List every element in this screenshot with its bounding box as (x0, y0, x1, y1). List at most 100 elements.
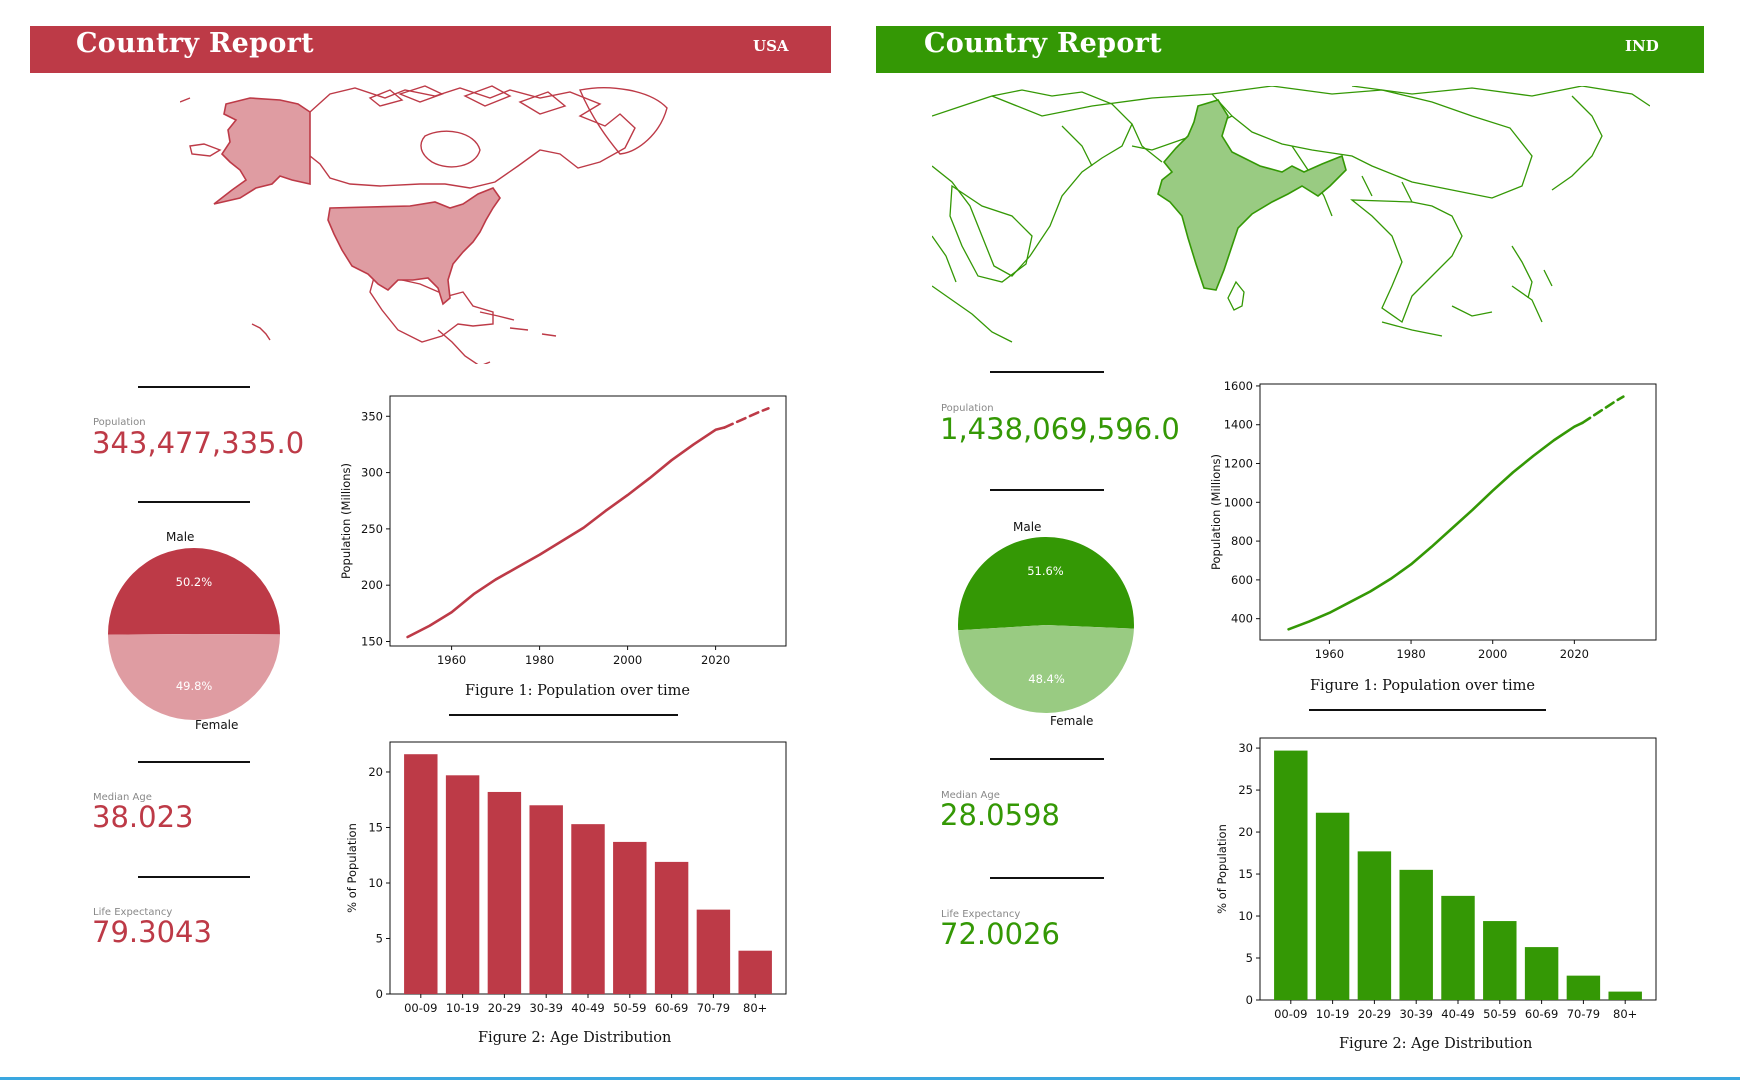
population-line (1287, 421, 1584, 631)
x-tick-label: 80+ (1613, 1007, 1637, 1021)
bar-60-69 (1524, 947, 1559, 1000)
philippines-outline (1511, 245, 1553, 299)
divider (990, 489, 1104, 491)
japan-outline (1551, 95, 1603, 191)
canada-outline (287, 87, 636, 189)
y-axis-label: % of Population (1215, 824, 1229, 914)
median-age-value: 28.0598 (940, 798, 1060, 832)
x-tick-label: 60-69 (1525, 1007, 1558, 1021)
x-tick-label: 2000 (1478, 647, 1507, 661)
bar-20-29 (1357, 851, 1392, 1000)
divider (449, 714, 678, 716)
pie-slice-male (107, 547, 280, 635)
x-tick-label: 1980 (1396, 647, 1425, 661)
projection-line (1581, 395, 1625, 425)
y-tick-label: 5 (1246, 951, 1253, 965)
bar-40-49 (1441, 895, 1475, 1000)
divider (990, 758, 1104, 760)
figure-caption-population: Figure 1: Population over time (1310, 678, 1535, 694)
pie-slice-female (958, 625, 1134, 714)
country-map (180, 85, 668, 364)
figure-caption-population: Figure 1: Population over time (465, 683, 690, 699)
bar-80+ (738, 950, 772, 994)
pie-slice-male (958, 537, 1134, 631)
median-age-value: 38.023 (92, 800, 194, 834)
age-distribution-bar-chart: 0 5 10 15 20 00-09 10-19 20-29 30-39 40-49 50-59 60… (345, 741, 787, 1015)
india-shape (1157, 99, 1347, 291)
country-report-ind: Country Report IND Population 1,438,069,… (870, 0, 1740, 1080)
population-value: 343,477,335.0 (92, 426, 305, 460)
pie-label-male: Male (166, 530, 195, 544)
arabia-outline (949, 184, 1033, 283)
africa-horn-outline (932, 235, 1013, 343)
russia-outline (1351, 86, 1650, 107)
bar-00-09 (404, 754, 438, 994)
y-tick-label: 400 (1231, 612, 1253, 626)
x-tick-label: 10-19 (1316, 1007, 1349, 1021)
y-tick-label: 25 (1238, 783, 1253, 797)
x-tick-label: 10-19 (446, 1001, 479, 1015)
y-tick-label: 1400 (1224, 418, 1253, 432)
y-tick-label: 300 (361, 466, 383, 480)
y-tick-label: 10 (368, 876, 383, 890)
bar-10-19 (445, 775, 480, 994)
x-tick-label: 00-09 (1274, 1007, 1307, 1021)
y-tick-label: 20 (368, 765, 383, 779)
y-tick-label: 250 (361, 522, 383, 536)
life-expectancy-value: 79.3043 (92, 915, 212, 949)
x-tick-label: 40-49 (1441, 1007, 1474, 1021)
median-age-label: Median Age (941, 790, 1000, 801)
country-code: USA (753, 37, 789, 55)
arctic-islands-outline (368, 85, 567, 115)
x-tick-label: 40-49 (571, 1001, 604, 1015)
x-tick-label: 2000 (613, 653, 642, 667)
divider (990, 877, 1104, 879)
y-tick-label: 200 (361, 578, 383, 592)
report-title: Country Report (924, 28, 1162, 59)
y-tick-label: 1600 (1224, 379, 1253, 393)
y-tick-label: 1000 (1224, 495, 1253, 509)
y-tick-label: 0 (376, 987, 383, 1001)
pie-label-female: Female (1050, 714, 1094, 728)
y-tick-label: 30 (1238, 741, 1253, 755)
caribbean-outline (479, 311, 557, 337)
pie-value-label: 48.4% (1028, 672, 1065, 686)
divider (990, 371, 1104, 373)
country-map (932, 86, 1650, 343)
bar-50-59 (1483, 921, 1517, 1000)
bar-50-59 (613, 841, 647, 994)
bar-30-39 (529, 805, 563, 994)
plot-frame (389, 395, 787, 647)
usa-shape (327, 187, 501, 306)
mexico-outline (369, 273, 494, 343)
x-tick-label: 2020 (701, 653, 730, 667)
x-tick-label: 1960 (1315, 647, 1344, 661)
page-bottom-border (0, 1077, 1740, 1080)
x-tick-label: 2020 (1560, 647, 1589, 661)
divider (138, 386, 250, 388)
gender-pie-chart: 51.6% 48.4% (958, 537, 1134, 714)
y-tick-label: 5 (376, 931, 383, 945)
report-title: Country Report (76, 28, 314, 59)
y-tick-label: 10 (1238, 909, 1253, 923)
middle-east-outline (932, 89, 1133, 277)
population-line-chart: 1960 1980 2000 2020 400 600 800 1000 1200 1400 160… (1209, 379, 1657, 661)
divider (1309, 709, 1546, 711)
x-tick-label: 80+ (743, 1001, 767, 1015)
life-expectancy-value: 72.0026 (940, 917, 1060, 951)
aleutian-outline (180, 97, 222, 157)
y-tick-label: 20 (1238, 825, 1253, 839)
alaska-shape (213, 97, 311, 205)
bar-00-09 (1274, 750, 1308, 1000)
central-america-outline (437, 329, 491, 364)
age-distribution-bar-chart: 0 5 10 15 20 25 30 00-09 10-19 20-29 30-39 40-49 50-… (1215, 737, 1657, 1021)
hudson-bay-outline (420, 130, 481, 168)
y-tick-label: 0 (1246, 993, 1253, 1007)
population-line-chart: 1960 1980 2000 2020 150 200 250 300 350 Populatio… (339, 395, 787, 667)
pie-value-label: 50.2% (176, 575, 213, 589)
y-tick-label: 15 (1238, 867, 1253, 881)
report-header: Country Report USA (30, 26, 831, 73)
hawaii-outline (251, 323, 271, 341)
x-tick-label: 30-39 (529, 1001, 562, 1015)
pie-label-male: Male (1013, 520, 1042, 534)
